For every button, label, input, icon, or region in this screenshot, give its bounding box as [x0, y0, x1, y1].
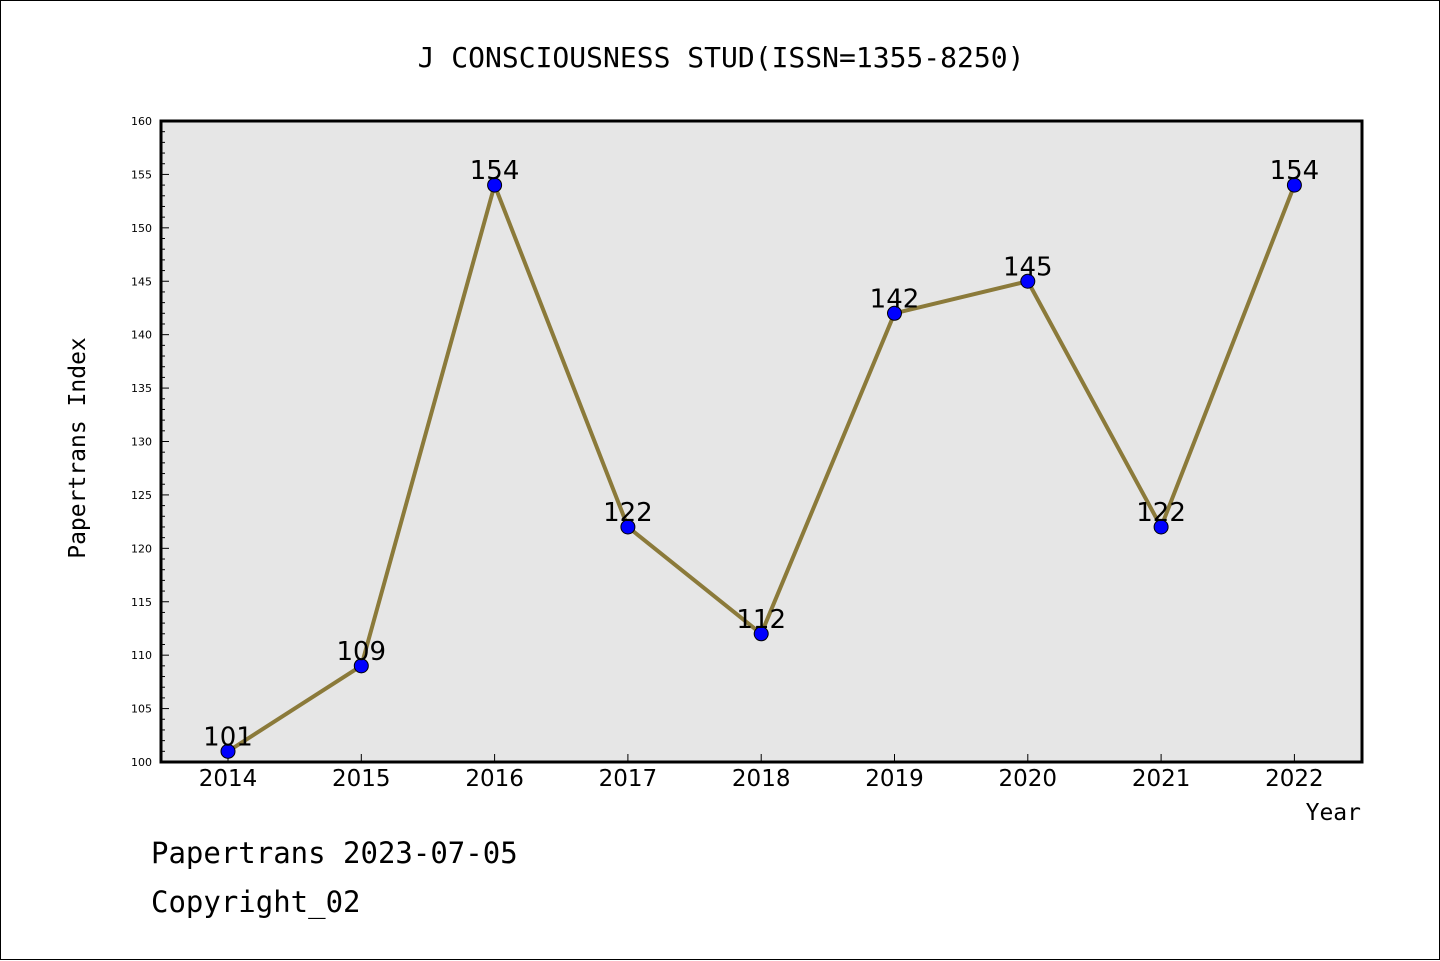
data-point-marker	[1153, 519, 1169, 535]
y-tick-label: 105	[131, 703, 152, 716]
plot-area	[161, 121, 1362, 762]
data-label: 142	[870, 284, 920, 314]
x-tick-label: 2019	[865, 766, 924, 792]
y-axis-label: Papertrans Index	[65, 337, 91, 559]
y-tick-label: 125	[131, 489, 152, 502]
y-tick-label: 160	[131, 115, 152, 128]
x-tick-label: 2016	[465, 766, 524, 792]
y-tick-label: 145	[131, 275, 152, 288]
data-label: 109	[336, 637, 386, 667]
x-tick-label: 2018	[732, 766, 791, 792]
x-axis-label: Year	[1306, 800, 1361, 826]
x-tick-label: 2014	[199, 766, 258, 792]
x-axis: 2014 2015 2016 2017 2018 2019 2020 2021 2022	[199, 754, 1324, 792]
x-tick-label: 2021	[1132, 766, 1191, 792]
data-point-marker	[887, 305, 902, 321]
y-tick-label: 100	[131, 756, 152, 769]
data-point-marker	[620, 519, 636, 535]
data-point-marker	[220, 743, 236, 759]
y-tick-label: 130	[131, 436, 152, 449]
chart-title: J CONSCIOUSNESS STUD(ISSN=1355-8250)	[418, 41, 1025, 74]
data-label: 145	[1003, 252, 1053, 282]
y-tick-label: 135	[131, 382, 152, 395]
x-tick-label: 2017	[599, 766, 658, 792]
y-tick-label: 120	[131, 542, 152, 555]
footer-date-text: Papertrans 2023-07-05	[151, 836, 518, 870]
y-tick-label: 115	[131, 596, 152, 609]
plot-border	[159, 119, 1364, 764]
footer-copyright-text: Copyright_02	[151, 885, 361, 919]
data-label: 154	[1270, 156, 1320, 186]
y-tick-label: 110	[131, 649, 152, 662]
y-tick-label: 140	[131, 329, 152, 342]
data-label: 122	[1136, 498, 1186, 528]
data-point-marker	[1286, 177, 1302, 193]
data-point-marker	[1020, 273, 1036, 289]
data-point-marker	[753, 626, 769, 642]
x-tick-label: 2022	[1265, 766, 1324, 792]
data-label: 112	[736, 605, 786, 635]
y-tick-label: 155	[131, 168, 152, 181]
y-tick-label: 150	[131, 222, 152, 235]
data-label: 101	[203, 722, 253, 752]
series-layer: 101 109 154 122 112 142 145 122 154	[203, 156, 1320, 759]
data-label: 122	[603, 498, 653, 528]
y-axis: 100 105 110 115 120 125 130 135 140 145 150 155 160	[131, 115, 169, 769]
x-tick-label: 2015	[332, 766, 391, 792]
data-label: 154	[470, 156, 520, 186]
data-point-marker	[353, 658, 369, 674]
data-point-marker	[487, 177, 503, 193]
x-tick-label: 2020	[999, 766, 1058, 792]
